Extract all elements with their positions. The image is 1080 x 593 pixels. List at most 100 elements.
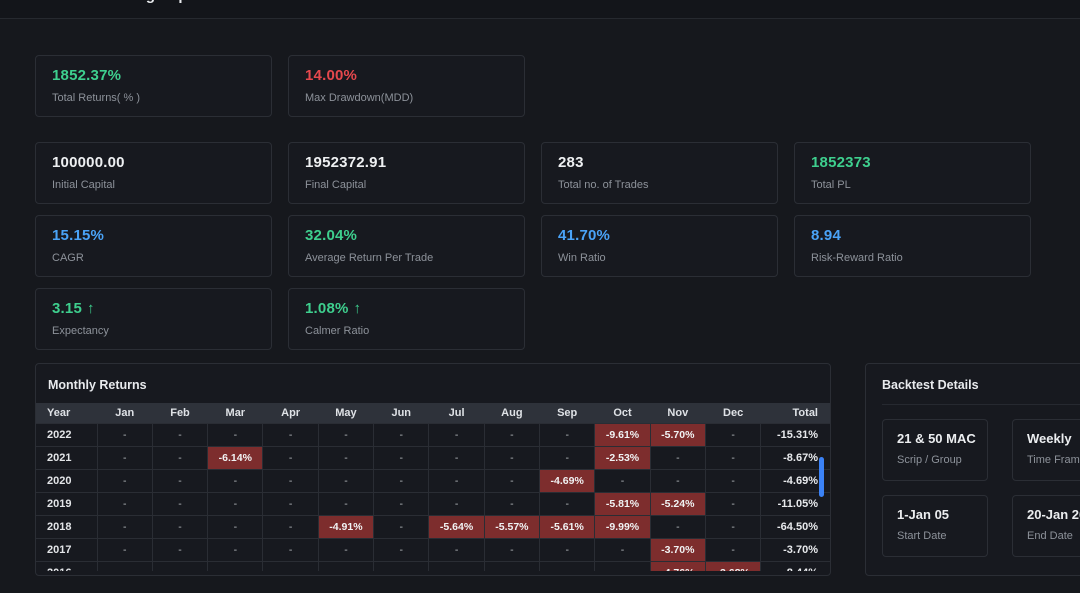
- month-cell: -: [151, 423, 209, 447]
- stat-value: 283: [558, 154, 584, 171]
- stat-label: Average Return Per Trade: [305, 252, 434, 264]
- monthly-returns-header: Year Jan Feb Mar Apr May Jun Jul Aug Sep Oct Nov Dec…: [36, 403, 830, 423]
- month-cell: -: [151, 492, 209, 516]
- month-cell: -: [483, 492, 541, 516]
- table-row: 2020- - - - - - - - -4.69% - - - -4.69%: [36, 469, 830, 493]
- stat-card-win-ratio: 41.70% Win Ratio: [541, 215, 778, 277]
- total-cell: -8.67%: [760, 446, 830, 470]
- stat-value: 1852.37%: [52, 67, 122, 84]
- stat-card-cagr: 15.15% CAGR: [35, 215, 272, 277]
- month-cell: -: [483, 469, 541, 493]
- stat-value: 1852373: [811, 154, 871, 171]
- month-cell: -5.57%: [483, 515, 541, 539]
- stat-value: 1952372.91: [305, 154, 387, 171]
- month-cell: -: [428, 423, 485, 447]
- month-cell: -: [704, 515, 762, 539]
- top-app-bar: Backtesting Report: [0, 0, 1080, 19]
- detail-card-scrip-group: 21 & 50 MAC Scrip / Group: [882, 419, 988, 481]
- detail-value: 1-Jan 05: [897, 507, 950, 522]
- stat-label: Max Drawdown(MDD): [305, 92, 414, 104]
- month-cell: -: [262, 423, 319, 447]
- total-cell: -3.70%: [760, 538, 830, 562]
- month-cell: -9.99%: [594, 515, 651, 539]
- month-cell: -: [207, 515, 264, 539]
- backtest-details-grid: 21 & 50 MAC Scrip / Group Weekly Time Frame…: [882, 419, 1080, 557]
- month-cell: -: [649, 446, 706, 470]
- stat-label: Expectancy: [52, 325, 109, 337]
- month-cell: -: [594, 469, 651, 493]
- month-cell: -: [704, 492, 762, 516]
- month-cell: -: [262, 538, 319, 562]
- month-cell: -4.76%: [649, 561, 706, 571]
- table-row: 2021- - -6.14% - - - - - - -2.53% - - -8.67%: [36, 446, 830, 470]
- month-cell: -: [483, 423, 541, 447]
- month-cell: -: [428, 538, 485, 562]
- month-cell: -: [373, 492, 430, 516]
- month-cell: -: [207, 561, 264, 571]
- month-cell: -: [594, 561, 651, 571]
- backtest-details-panel: Backtest Details 21 & 50 MAC Scrip / Grou…: [865, 363, 1080, 576]
- stat-value: 3.15 ↑: [52, 300, 95, 317]
- column-header-apr: Apr: [262, 403, 319, 423]
- year-cell: 2020: [36, 469, 98, 493]
- backtest-details-title: Backtest Details: [882, 378, 979, 392]
- month-cell: -5.24%: [649, 492, 706, 516]
- stat-label: Total Returns( % ): [52, 92, 141, 104]
- detail-label: Scrip / Group: [897, 454, 962, 466]
- column-header-may: May: [318, 403, 374, 423]
- month-cell: -: [151, 538, 209, 562]
- stat-card-max-drawdown: 14.00% Max Drawdown(MDD): [288, 55, 525, 117]
- up-arrow-icon: ↑: [87, 300, 95, 317]
- column-header-jul: Jul: [428, 403, 485, 423]
- table-row: 2016-----------4.76%-3.68%-8.44%: [36, 561, 830, 571]
- stat-label: Initial Capital: [52, 179, 115, 191]
- month-cell: -: [373, 469, 430, 493]
- year-cell: 2018: [36, 515, 98, 539]
- stat-card-risk-reward-ratio: 8.94 Risk-Reward Ratio: [794, 215, 1031, 277]
- stat-label: CAGR: [52, 252, 84, 264]
- stat-value: 100000.00: [52, 154, 125, 171]
- month-cell: -4.91%: [317, 515, 375, 539]
- detail-label: End Date: [1027, 530, 1073, 542]
- column-header-aug: Aug: [484, 403, 540, 423]
- stat-label: Final Capital: [305, 179, 367, 191]
- month-cell: -: [428, 469, 485, 493]
- stat-card-initial-capital: 100000.00 Initial Capital: [35, 142, 272, 204]
- total-cell: -15.31%: [760, 423, 830, 447]
- column-header-dec: Dec: [705, 403, 761, 423]
- month-cell: -: [151, 469, 209, 493]
- detail-card-time-frame: Weekly Time Frame: [1012, 419, 1080, 481]
- stat-card-final-capital: 1952372.91 Final Capital: [288, 142, 525, 204]
- detail-label: Time Frame: [1027, 454, 1080, 466]
- total-cell: -64.50%: [760, 515, 830, 539]
- monthly-returns-title: Monthly Returns: [48, 378, 147, 392]
- total-cell: -8.44%: [760, 561, 830, 571]
- stat-card-expectancy: 3.15 ↑ Expectancy: [35, 288, 272, 350]
- stat-value: 41.70%: [558, 227, 611, 244]
- month-cell: -: [262, 469, 319, 493]
- table-scrollbar-thumb[interactable]: [819, 457, 824, 497]
- monthly-returns-table-scroll-area[interactable]: 2022- - - - - - - - - -9.61% -5.70% - -15.31% 2021- - -…: [36, 423, 830, 571]
- stat-value: 1.08% ↑: [305, 300, 362, 317]
- stat-value: 32.04%: [305, 227, 358, 244]
- month-cell: -: [317, 446, 375, 470]
- stat-card-total-trades: 283 Total no. of Trades: [541, 142, 778, 204]
- month-cell: -: [96, 515, 153, 539]
- month-cell: -: [428, 492, 485, 516]
- monthly-returns-panel: Monthly Returns Year Jan Feb Mar Apr May Jun Ju…: [35, 363, 831, 576]
- month-cell: -: [317, 492, 375, 516]
- month-cell: -3.68%: [704, 561, 762, 571]
- stat-row-3: 15.15% CAGR 32.04% Average Return Per Trade…: [35, 215, 1080, 277]
- up-arrow-icon: ↑: [353, 300, 362, 317]
- stat-value: 8.94: [811, 227, 841, 244]
- stat-row-1: 1852.37% Total Returns( % ) 14.00% Max Draw…: [35, 55, 1080, 117]
- month-cell: -5.61%: [539, 515, 596, 539]
- month-cell: -: [207, 538, 264, 562]
- detail-value: 20-Jan 26: [1027, 507, 1080, 522]
- month-cell: -: [151, 446, 209, 470]
- year-cell: 2016: [36, 561, 98, 571]
- month-cell: -: [96, 446, 153, 470]
- column-header-nov: Nov: [650, 403, 706, 423]
- table-row: 2017- - - - - - - - - - -3.70% - -3.70%: [36, 538, 830, 562]
- column-header-year: Year: [36, 403, 98, 423]
